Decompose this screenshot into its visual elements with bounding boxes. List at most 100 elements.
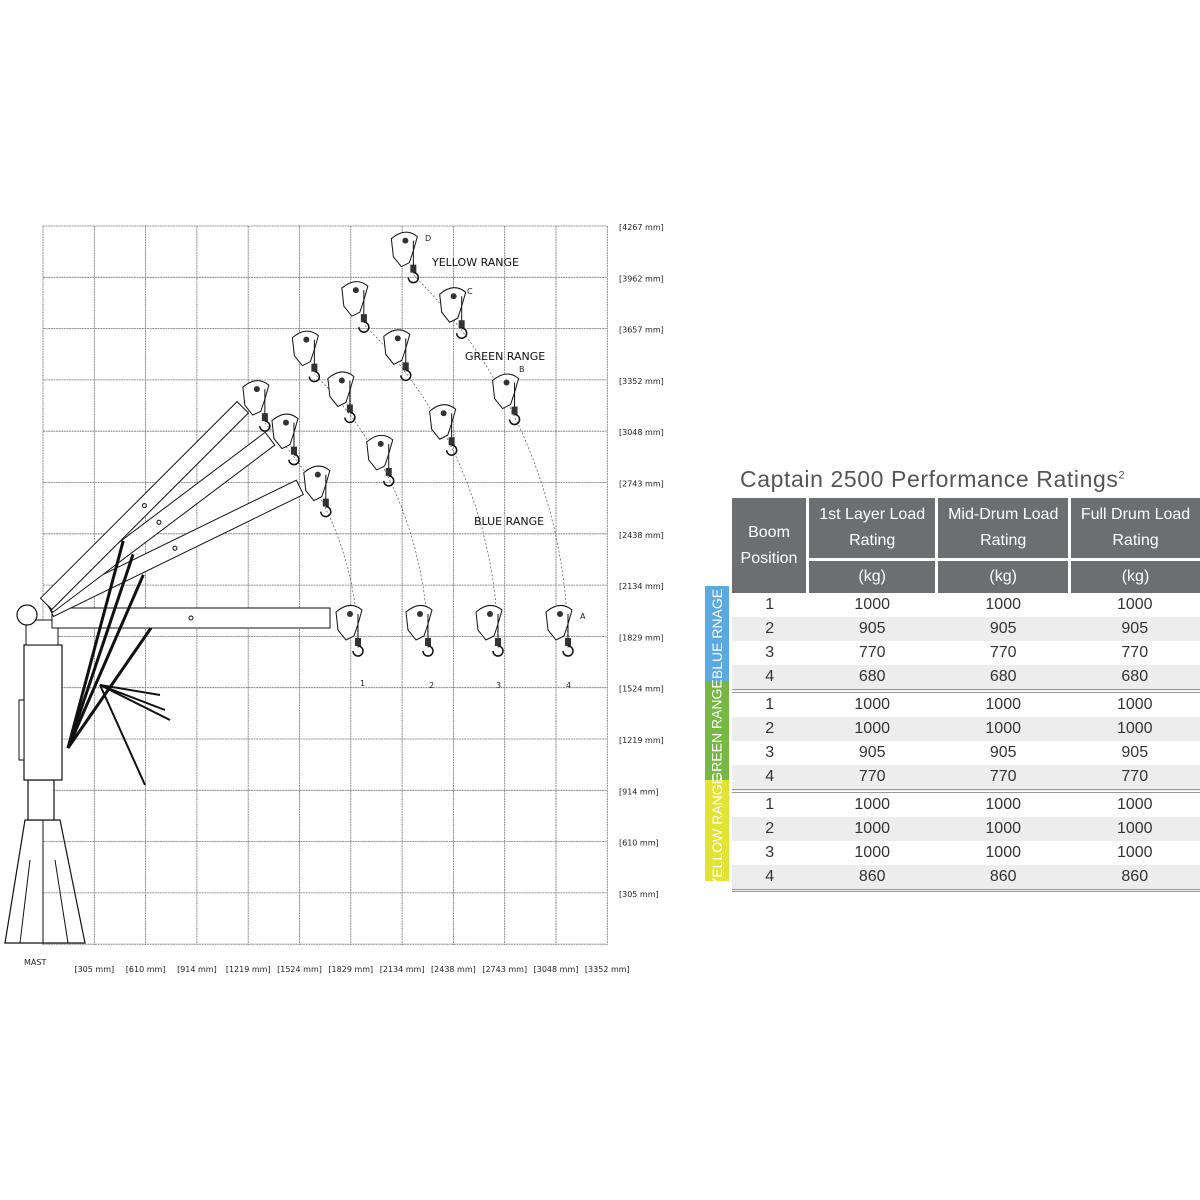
boom-head bbox=[405, 605, 433, 641]
mid-drum-cell: 860 bbox=[936, 865, 1070, 892]
hook-block bbox=[385, 467, 392, 476]
boom-pin bbox=[141, 503, 147, 509]
full-drum-cell: 905 bbox=[1121, 744, 1149, 761]
boom-head bbox=[439, 287, 467, 323]
first-layer-cell: 905 bbox=[858, 744, 886, 761]
hook-block bbox=[410, 264, 417, 273]
sheave bbox=[487, 611, 493, 617]
first-layer-cell: 1000 bbox=[854, 596, 890, 613]
x-axis-label: [1219 mm] bbox=[226, 965, 271, 974]
reach-arc bbox=[413, 274, 569, 649]
boom-position-cell: 1 bbox=[732, 689, 808, 717]
y-axis-label: [3352 mm] bbox=[619, 377, 664, 386]
sheave bbox=[417, 611, 423, 617]
hook-block bbox=[360, 314, 367, 323]
boom-head bbox=[390, 231, 418, 268]
y-axis-label: [3048 mm] bbox=[619, 428, 664, 437]
crane-drawing bbox=[4, 231, 574, 944]
hydraulic-cylinder bbox=[66, 553, 135, 749]
mid-drum-cell: 770 bbox=[989, 644, 1017, 661]
full-drum-cell: 905 bbox=[1069, 617, 1200, 641]
hook-icon bbox=[422, 645, 434, 657]
hook-icon bbox=[259, 420, 271, 432]
boom-head bbox=[383, 329, 411, 365]
boom-head bbox=[475, 605, 503, 641]
mast-plate bbox=[18, 699, 25, 761]
sheave bbox=[394, 335, 401, 342]
boom-position-cell: 3 bbox=[765, 844, 775, 861]
sheave bbox=[557, 611, 563, 617]
full-drum-cell: 1000 bbox=[1116, 844, 1153, 861]
hook-block bbox=[322, 498, 329, 507]
hook-icon bbox=[352, 645, 364, 657]
hook-icon bbox=[445, 444, 458, 456]
hook-block bbox=[565, 638, 571, 646]
boom bbox=[39, 400, 250, 611]
full-drum-cell: 860 bbox=[1069, 865, 1200, 892]
header-unit: (kg) bbox=[807, 559, 939, 593]
boom-head bbox=[291, 330, 319, 367]
boom-position-cell: 3 bbox=[765, 644, 775, 661]
yellow-range-label: YELLOW RANGE bbox=[431, 256, 519, 269]
x-axis-label: [3048 mm] bbox=[534, 965, 579, 974]
mid-drum-cell: 680 bbox=[936, 665, 1070, 693]
blue-range-label: BLUE RANGE bbox=[474, 515, 544, 528]
sheave bbox=[450, 293, 457, 300]
y-axis-label: [914 mm] bbox=[619, 787, 659, 796]
yellow-range-band-label: YELLOW RANGE bbox=[709, 774, 725, 887]
boom-head bbox=[242, 380, 270, 416]
full-drum-cell: 1000 bbox=[1069, 817, 1200, 841]
full-drum-cell: 770 bbox=[1121, 644, 1149, 661]
hook-icon bbox=[508, 413, 521, 426]
y-axis-label: [1219 mm] bbox=[619, 736, 664, 745]
boom bbox=[42, 431, 276, 614]
x-axis-label: [1524 mm] bbox=[277, 965, 322, 974]
table-row: 2 905 905 905 bbox=[732, 617, 1200, 641]
header-full-drum: Full Drum Load Rating bbox=[1069, 498, 1200, 561]
hook-block bbox=[346, 404, 353, 413]
boom-head bbox=[303, 465, 331, 502]
hook-block bbox=[261, 413, 268, 422]
first-layer-cell: 1000 bbox=[807, 817, 937, 841]
boom-head bbox=[271, 413, 299, 450]
hook-block bbox=[425, 638, 431, 646]
hook-icon bbox=[320, 505, 332, 518]
hook-icon bbox=[407, 271, 420, 284]
boom-head bbox=[492, 373, 520, 410]
green-range-band-label: GREEN RANGE bbox=[709, 679, 725, 783]
x-axis-label: [1829 mm] bbox=[328, 965, 373, 974]
angle-label-a: A bbox=[580, 612, 586, 621]
boom-head bbox=[327, 371, 355, 408]
header-unit: (kg) bbox=[1069, 559, 1200, 593]
cylinder-handle bbox=[99, 684, 146, 786]
table-row: 3 770 770 770 bbox=[732, 641, 1200, 665]
boom-position-cell: 2 bbox=[732, 617, 808, 641]
boom-position-cell: 4 bbox=[732, 765, 808, 793]
boom-head bbox=[429, 404, 457, 440]
hook-block bbox=[402, 362, 409, 371]
mid-drum-cell: 1000 bbox=[936, 817, 1070, 841]
hook-icon bbox=[344, 411, 356, 424]
mast bbox=[23, 644, 63, 781]
hook-block bbox=[448, 437, 455, 446]
first-layer-cell: 770 bbox=[807, 765, 937, 793]
sheave bbox=[503, 379, 510, 386]
hook-icon bbox=[308, 370, 321, 383]
boom-pin bbox=[172, 545, 178, 551]
sheave bbox=[402, 237, 409, 244]
boom-position-cell: 2 bbox=[732, 717, 808, 741]
blue-range-band-label: BLUE RNAGE bbox=[709, 588, 725, 680]
first-layer-cell: 1000 bbox=[854, 844, 890, 861]
boom-position-cell: 3 bbox=[765, 744, 775, 761]
sheave bbox=[347, 611, 353, 617]
full-drum-cell: 1000 bbox=[1116, 596, 1153, 613]
table-title-text: Captain 2500 Performance Ratings bbox=[740, 466, 1119, 492]
y-axis-label: [2134 mm] bbox=[619, 582, 664, 591]
header-first-layer: 1st Layer Load Rating bbox=[807, 498, 939, 561]
y-axis-label: [2743 mm] bbox=[619, 480, 664, 489]
blue-range-band: BLUE RNAGE bbox=[705, 586, 729, 682]
boom-position-cell: 1 bbox=[732, 789, 808, 817]
grid: [4267 mm] [3962 mm] [3657 mm] [3352 mm] [304… bbox=[42, 223, 664, 974]
position-label-1: 1 bbox=[360, 679, 365, 688]
angle-label-d: D bbox=[425, 234, 431, 243]
